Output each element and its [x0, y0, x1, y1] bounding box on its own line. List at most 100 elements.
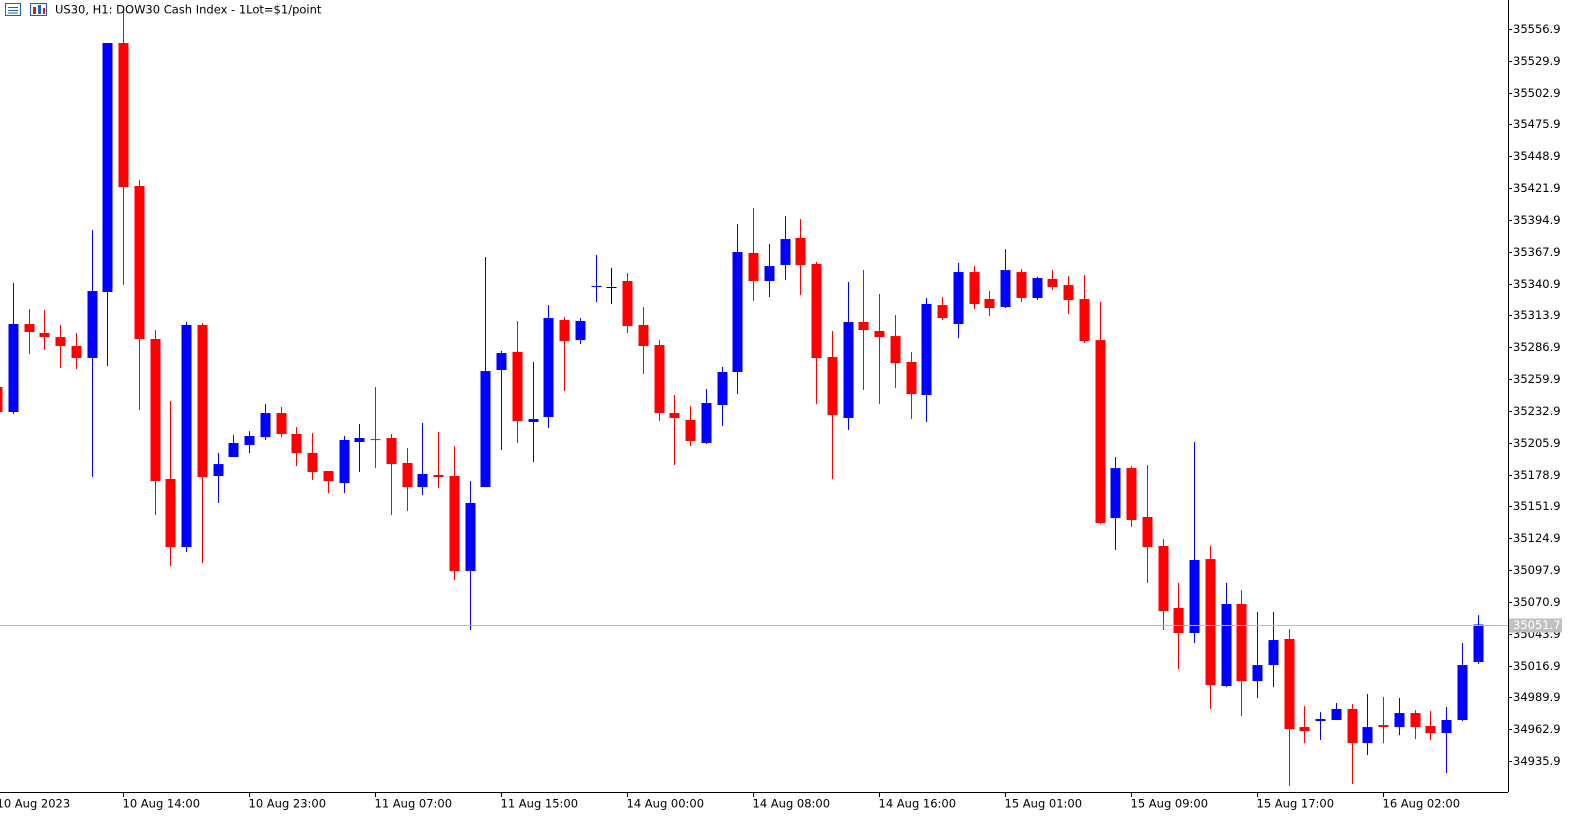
x-tick-label: 14 Aug 00:00 — [627, 797, 705, 811]
candle-body — [323, 471, 334, 482]
x-tick-label: 15 Aug 17:00 — [1257, 797, 1335, 811]
x-tick-label: 10 Aug 23:00 — [249, 797, 327, 811]
candle-body — [969, 272, 980, 304]
last-price-box — [1509, 618, 1562, 633]
candle-body — [449, 475, 460, 571]
candle-body — [433, 475, 444, 478]
candle-body — [1221, 603, 1232, 687]
candle-body — [1142, 516, 1153, 548]
candle-body — [465, 502, 476, 571]
candle-body — [1252, 665, 1263, 682]
y-tick-label: 35421.9 — [1513, 181, 1561, 195]
candle-body — [921, 303, 932, 395]
candle-body — [386, 438, 397, 465]
candle-body — [748, 252, 759, 282]
candle-body — [228, 442, 239, 458]
candle-body — [874, 330, 885, 338]
last-price-label: 35051.7 — [1513, 618, 1561, 632]
icon — [38, 5, 41, 14]
candle-body — [87, 291, 98, 358]
x-tick-label: 11 Aug 07:00 — [375, 797, 453, 811]
y-tick-label: 35205.9 — [1513, 436, 1561, 450]
x-tick-label: 11 Aug 15:00 — [501, 797, 579, 811]
y-tick-label: 35313.9 — [1513, 308, 1561, 322]
candle-body — [496, 353, 507, 371]
candle-body — [213, 464, 224, 476]
candle-body — [1410, 713, 1421, 728]
candle-body — [937, 305, 948, 319]
candle-body — [543, 318, 554, 418]
candle-body — [591, 285, 602, 288]
candle-body — [1378, 725, 1389, 728]
candle-body — [354, 438, 365, 443]
candle-body — [134, 186, 145, 340]
candle-body — [8, 324, 19, 412]
candle-body — [1394, 713, 1405, 728]
candle-body — [417, 473, 428, 488]
candle-body — [1000, 270, 1011, 308]
candle-body — [181, 324, 192, 548]
candle-body — [984, 299, 995, 309]
icon — [5, 3, 21, 16]
candle-body — [1299, 727, 1310, 732]
candle-body — [780, 239, 791, 265]
candle-body — [1016, 272, 1027, 298]
candle-body — [906, 361, 917, 395]
candle-body — [1441, 719, 1452, 734]
y-tick-label: 35178.9 — [1513, 468, 1561, 482]
candle-body — [1063, 285, 1074, 300]
candle-body — [953, 272, 964, 325]
candle-body — [24, 324, 35, 333]
y-tick-label: 35016.9 — [1513, 659, 1561, 673]
candle-body — [732, 252, 743, 373]
candle-body — [55, 337, 66, 346]
symbol-icons — [5, 3, 47, 16]
candle-body — [1110, 468, 1121, 519]
y-tick-label: 35124.9 — [1513, 531, 1561, 545]
candle-body — [71, 345, 82, 358]
candle-body — [339, 440, 350, 484]
plot-area — [0, 10, 1484, 786]
y-tick-label: 34935.9 — [1513, 754, 1561, 768]
candle-body — [165, 479, 176, 548]
candle-body — [559, 320, 570, 342]
candle-body — [795, 237, 806, 265]
candle-body — [843, 322, 854, 418]
candle-body — [858, 322, 869, 331]
y-tick-label: 35232.9 — [1513, 404, 1561, 418]
candle-body — [1473, 624, 1484, 662]
y-tick-label: 35556.9 — [1513, 22, 1561, 36]
candle-body — [39, 332, 50, 338]
candle-body — [480, 371, 491, 488]
candle-body — [1189, 560, 1200, 633]
candle-body — [1032, 278, 1043, 298]
y-tick-label: 35286.9 — [1513, 340, 1561, 354]
x-tick-label: 14 Aug 08:00 — [753, 797, 831, 811]
candle-body — [307, 452, 318, 472]
candle-body — [638, 324, 649, 346]
candle-body — [1268, 640, 1279, 666]
candle-body — [1079, 299, 1090, 342]
candle-body — [402, 463, 413, 488]
icon — [43, 8, 45, 14]
candle-body — [276, 413, 287, 435]
candle-body — [717, 372, 728, 406]
candle-body — [827, 357, 838, 416]
y-tick-label: 35259.9 — [1513, 372, 1561, 386]
candle-body — [244, 436, 255, 445]
candle-body — [260, 413, 271, 438]
candle-body — [1126, 468, 1137, 521]
x-tick-label: 10 Aug 14:00 — [123, 797, 201, 811]
candle-body — [512, 351, 523, 422]
candle-body — [102, 43, 113, 292]
candle-body — [370, 439, 381, 441]
candle-body — [1284, 638, 1295, 730]
candle-body — [764, 266, 775, 282]
candle-body — [890, 336, 901, 364]
y-tick-label: 35475.9 — [1513, 117, 1561, 131]
y-tick-label: 35367.9 — [1513, 245, 1561, 259]
candle-body — [1362, 727, 1373, 744]
candle-body — [1347, 709, 1358, 744]
candle-body — [701, 403, 712, 443]
